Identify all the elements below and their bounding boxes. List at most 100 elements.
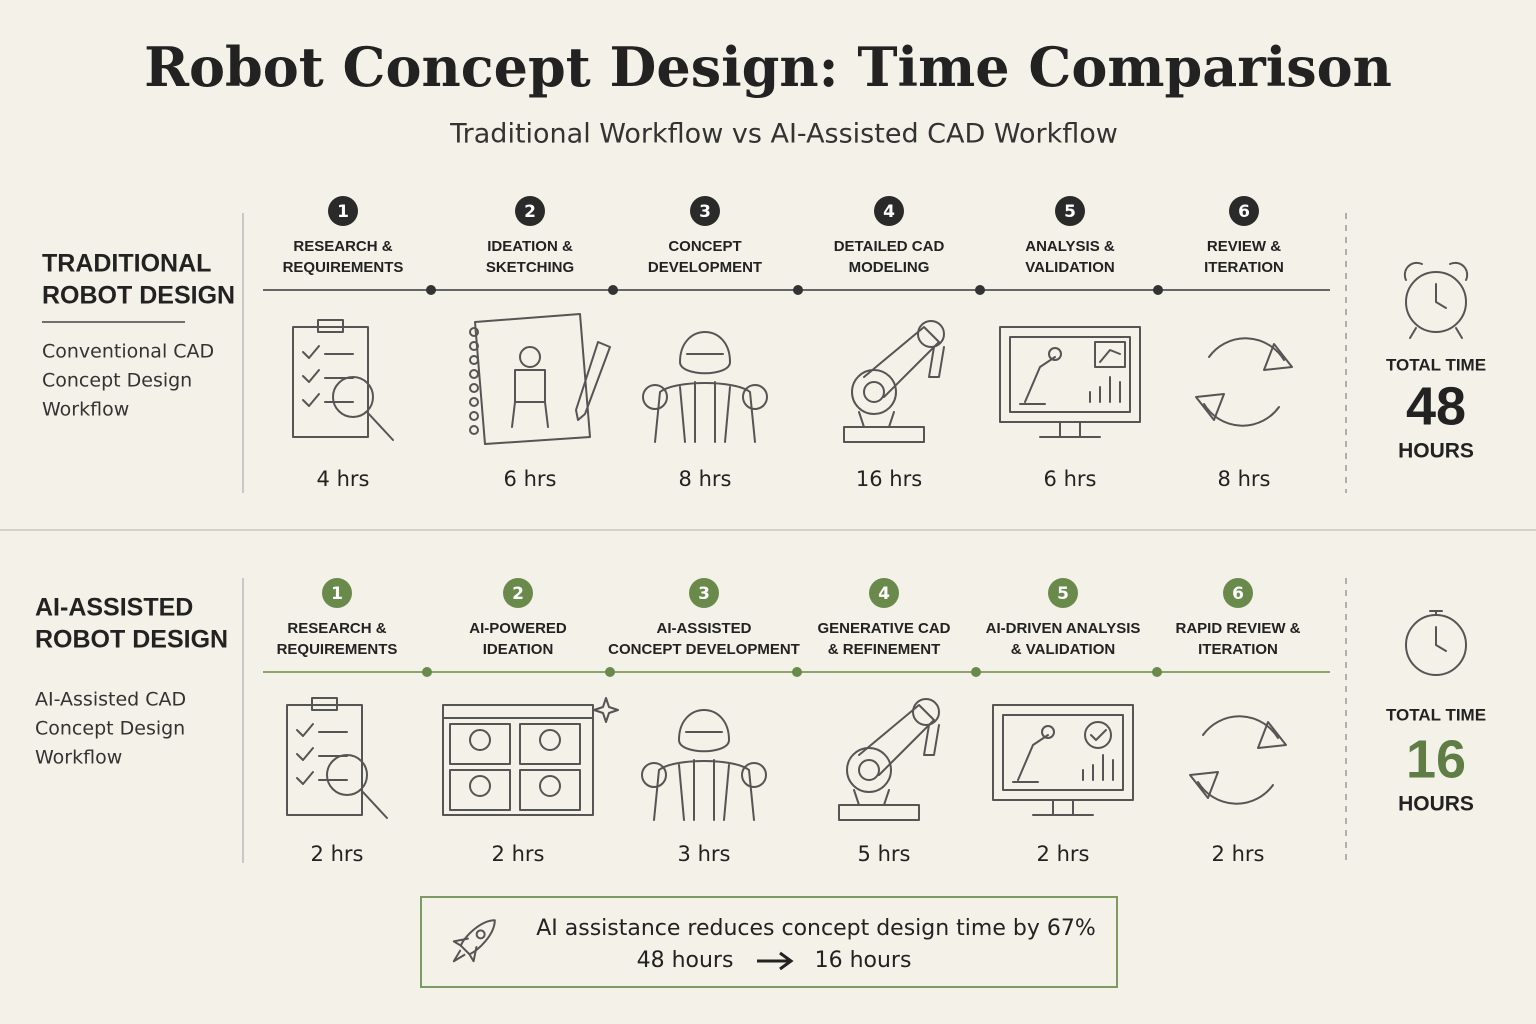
sketch [1403, 261, 1469, 339]
step-badge [690, 196, 720, 226]
sketch [912, 698, 940, 726]
step-label: IDEATION [483, 641, 554, 658]
sketch [678, 709, 730, 753]
step-label: RESEARCH & [287, 620, 386, 637]
timeline-dot [1152, 667, 1162, 677]
step-label: DEVELOPMENT [648, 259, 762, 276]
step-icon [469, 313, 611, 445]
sketch [838, 804, 920, 821]
step-label: AI-DRIVEN ANALYSIS [986, 620, 1141, 637]
step-icon [838, 698, 940, 821]
step-label: RESEARCH & [293, 238, 392, 255]
sketch [1202, 715, 1279, 739]
row-description: Workflow [35, 747, 122, 769]
step-time: 3 hrs [678, 842, 731, 866]
sketch [1012, 734, 1049, 783]
timeline-dot [792, 667, 802, 677]
sketch [326, 754, 368, 796]
sketch [858, 411, 895, 428]
step-label: CONCEPT DEVELOPMENT [608, 641, 800, 658]
step-badge [1048, 578, 1078, 608]
sketch [332, 376, 374, 418]
total-value: 48 [1406, 376, 1466, 436]
sketch [654, 381, 756, 443]
step-time: 2 hrs [492, 842, 545, 866]
step-label: AI-POWERED [469, 620, 567, 637]
step-icon [843, 320, 945, 443]
sketch [1405, 271, 1467, 333]
step-label: ANALYSIS & [1025, 238, 1115, 255]
summary-to: 16 hours [815, 948, 912, 973]
step-time: 2 hrs [311, 842, 364, 866]
step-icon [641, 709, 767, 821]
sketch [1435, 283, 1447, 309]
step-label: GENERATIVE CAD [817, 620, 950, 637]
step-time: 2 hrs [1212, 842, 1265, 866]
step-badge [328, 196, 358, 226]
step-icon [292, 319, 394, 441]
sketch [742, 384, 768, 410]
sketch [519, 723, 581, 765]
step-time: 6 hrs [504, 467, 557, 491]
rocket-icon [452, 919, 496, 963]
sketch [1048, 347, 1062, 361]
sketch [741, 762, 767, 788]
row-description: Concept Design [42, 370, 192, 392]
step-icon [286, 697, 388, 819]
row-description: Concept Design [35, 718, 185, 740]
step-badge [322, 578, 352, 608]
step-time: 6 hrs [1044, 467, 1097, 491]
step-number: 6 [1232, 584, 1244, 604]
sketch [296, 747, 314, 761]
step-icon [442, 697, 619, 816]
step-label: RAPID REVIEW & [1175, 620, 1300, 637]
sketch [469, 397, 479, 407]
sketch [442, 704, 594, 816]
sketch [851, 369, 897, 415]
step-time: 2 hrs [1037, 842, 1090, 866]
sketch [1090, 729, 1107, 741]
sketch [1002, 714, 1124, 791]
step-label: IDEATION & [487, 238, 573, 255]
step-number: 1 [331, 584, 343, 604]
timeline-dot [975, 285, 985, 295]
sketch [1203, 403, 1280, 427]
row-description: Conventional CAD [42, 341, 214, 363]
sketch [474, 313, 591, 445]
total-label: TOTAL TIME [1386, 705, 1486, 724]
step-label: ITERATION [1198, 641, 1278, 658]
sketch [917, 320, 945, 348]
sketch [1263, 343, 1293, 371]
sketch [843, 426, 925, 443]
step-label: ITERATION [1204, 259, 1284, 276]
sketch [469, 425, 479, 435]
step-time: 4 hrs [317, 467, 370, 491]
sketch [999, 326, 1141, 423]
sketch [1435, 626, 1447, 652]
total-label: TOTAL TIME [1386, 355, 1486, 374]
step-label: REQUIREMENTS [283, 259, 404, 276]
timeline-dot [426, 285, 436, 295]
sketch [1032, 799, 1094, 816]
title: Robot Concept Design: Time Comparison [144, 35, 1392, 99]
step-number: 3 [699, 202, 711, 222]
sketch [539, 729, 561, 751]
clock-icon [1403, 261, 1469, 339]
sketch [519, 769, 581, 811]
total-unit: HOURS [1398, 440, 1474, 463]
sketch [317, 319, 344, 333]
sketch [1197, 781, 1274, 805]
sketch [1019, 356, 1056, 405]
sketch [360, 789, 388, 819]
sketch [1257, 721, 1287, 749]
step-badge [1055, 196, 1085, 226]
timeline-dot [971, 667, 981, 677]
sketch [302, 393, 320, 407]
timeline-dot [422, 667, 432, 677]
sketch [863, 326, 940, 398]
sketch [469, 369, 479, 379]
sketch [853, 789, 890, 806]
timeline-dot [793, 285, 803, 295]
arrow [757, 951, 794, 971]
